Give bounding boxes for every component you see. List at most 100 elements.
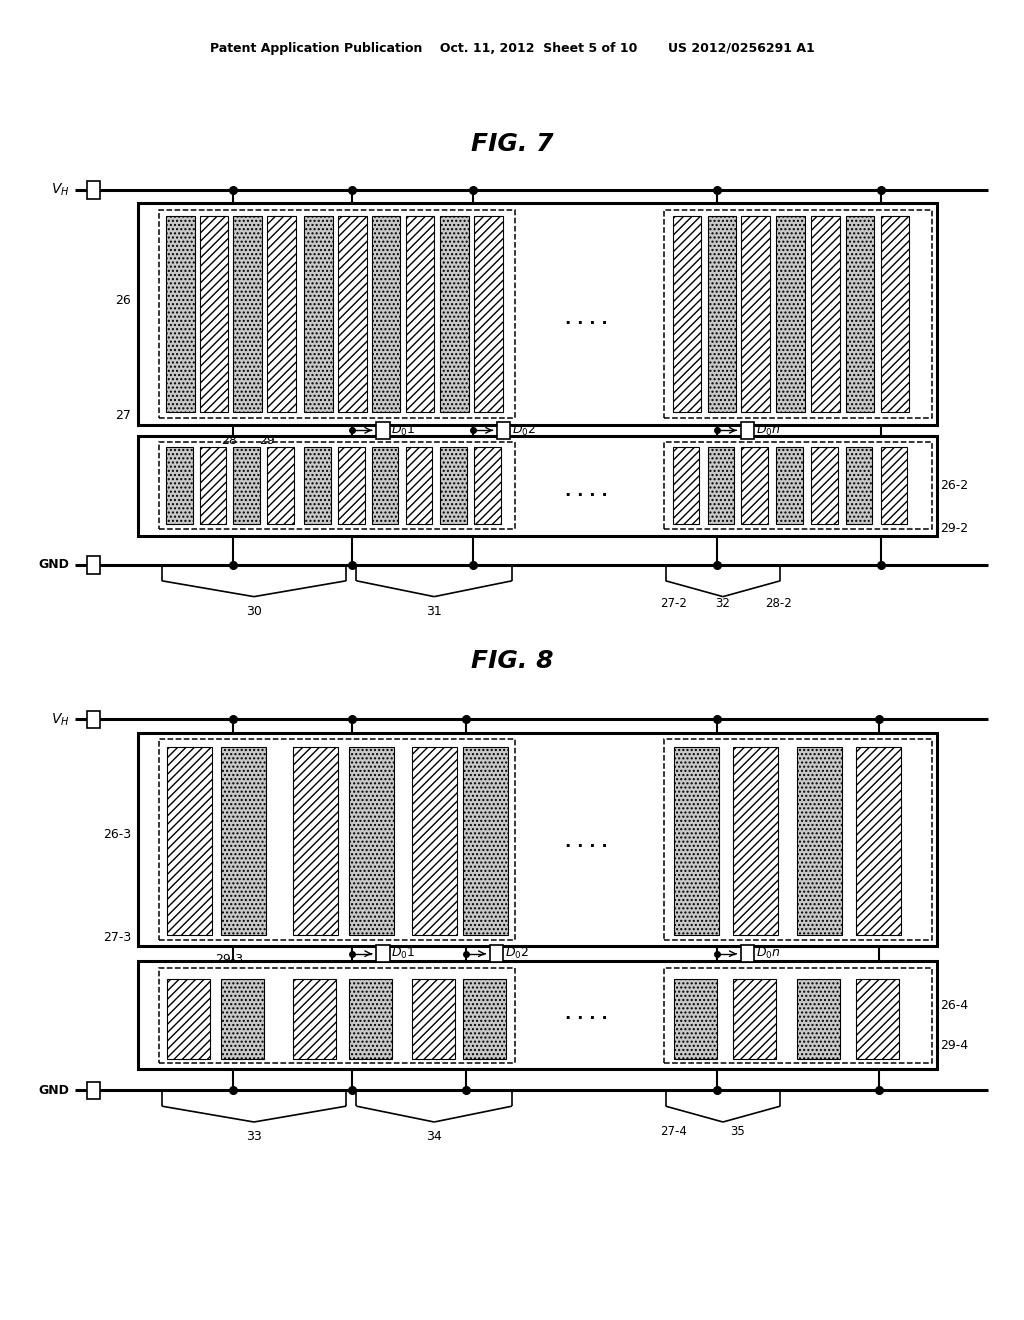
Text: $D_0 2$: $D_0 2$	[505, 946, 529, 961]
Bar	[673, 447, 699, 524]
Text: 29-3: 29-3	[215, 953, 244, 966]
Bar	[733, 979, 776, 1059]
Bar	[673, 216, 701, 412]
Bar	[741, 945, 754, 962]
Bar	[338, 216, 367, 412]
Text: 26-3: 26-3	[103, 828, 131, 841]
Bar	[741, 216, 770, 412]
Bar	[776, 216, 805, 412]
Bar	[138, 733, 937, 946]
Bar	[377, 945, 389, 962]
Bar	[349, 747, 394, 935]
Bar	[138, 436, 937, 536]
Bar	[741, 422, 754, 438]
Bar	[159, 739, 515, 940]
Bar	[159, 968, 515, 1063]
Bar	[664, 210, 932, 418]
Bar	[797, 979, 840, 1059]
Bar	[664, 739, 932, 940]
Text: 26-4: 26-4	[940, 999, 968, 1012]
Bar	[159, 210, 515, 418]
Bar	[881, 447, 907, 524]
Text: 27: 27	[115, 409, 131, 422]
Bar	[166, 447, 193, 524]
Bar	[440, 447, 467, 524]
Text: Patent Application Publication    Oct. 11, 2012  Sheet 5 of 10       US 2012/025: Patent Application Publication Oct. 11, …	[210, 42, 814, 55]
Text: 30: 30	[246, 605, 262, 618]
Bar	[881, 216, 909, 412]
Text: $D_0 1$: $D_0 1$	[391, 946, 416, 961]
Bar	[463, 979, 506, 1059]
Bar	[811, 447, 838, 524]
Bar	[708, 447, 734, 524]
Bar	[221, 747, 266, 935]
Bar	[463, 747, 508, 935]
Text: $D_0 n$: $D_0 n$	[756, 422, 780, 438]
Bar	[406, 447, 432, 524]
Text: 32: 32	[716, 597, 730, 610]
Bar	[372, 216, 400, 412]
Bar	[293, 747, 338, 935]
Text: 26: 26	[116, 294, 131, 308]
Text: FIG. 7: FIG. 7	[471, 132, 553, 156]
Bar	[221, 979, 264, 1059]
Bar	[674, 747, 719, 935]
Text: 29-2: 29-2	[940, 521, 968, 535]
Text: $V_H$: $V_H$	[51, 182, 70, 198]
Bar	[167, 747, 212, 935]
Bar	[138, 961, 937, 1069]
Bar	[733, 747, 778, 935]
Text: . . . .: . . . .	[565, 833, 608, 851]
Text: 27-4: 27-4	[660, 1125, 687, 1138]
Text: 35: 35	[730, 1125, 744, 1138]
Bar	[86, 710, 99, 729]
Bar	[377, 422, 389, 438]
Text: . . . .: . . . .	[565, 482, 608, 500]
Text: 28-2: 28-2	[765, 597, 792, 610]
Bar	[233, 447, 260, 524]
Bar	[86, 1082, 99, 1098]
Bar	[412, 747, 457, 935]
Bar	[474, 447, 501, 524]
Text: 28: 28	[221, 434, 238, 447]
Bar	[664, 442, 932, 529]
Bar	[304, 216, 333, 412]
Bar	[412, 979, 455, 1059]
Bar	[293, 979, 336, 1059]
Bar	[166, 216, 195, 412]
Text: . . . .: . . . .	[565, 1005, 608, 1023]
Text: $D_0 n$: $D_0 n$	[756, 946, 780, 961]
Bar	[674, 979, 717, 1059]
Bar	[233, 216, 262, 412]
Bar	[372, 447, 398, 524]
Bar	[856, 747, 901, 935]
Text: $D_0 1$: $D_0 1$	[391, 422, 416, 438]
Bar	[267, 447, 294, 524]
Bar	[200, 447, 226, 524]
Text: $D_0 2$: $D_0 2$	[512, 422, 537, 438]
Text: 29-4: 29-4	[940, 1039, 968, 1052]
Bar	[304, 447, 331, 524]
Bar	[86, 557, 99, 573]
Bar	[811, 216, 840, 412]
Text: FIG. 8: FIG. 8	[471, 649, 553, 673]
Text: 34: 34	[426, 1130, 442, 1143]
Bar	[474, 216, 503, 412]
Bar	[138, 203, 937, 425]
Bar	[776, 447, 803, 524]
Bar	[741, 447, 768, 524]
Text: 31: 31	[426, 605, 442, 618]
Bar	[406, 216, 434, 412]
Bar	[708, 216, 736, 412]
Bar	[86, 181, 99, 198]
Text: GND: GND	[39, 1084, 70, 1097]
Bar	[267, 216, 296, 412]
Text: 27-2: 27-2	[660, 597, 687, 610]
Bar	[338, 447, 365, 524]
Text: 27-3: 27-3	[102, 931, 131, 944]
Bar	[846, 447, 872, 524]
Text: 26-2: 26-2	[940, 479, 968, 492]
Bar	[349, 979, 392, 1059]
Text: $V_H$: $V_H$	[51, 711, 70, 727]
Text: 33: 33	[246, 1130, 262, 1143]
